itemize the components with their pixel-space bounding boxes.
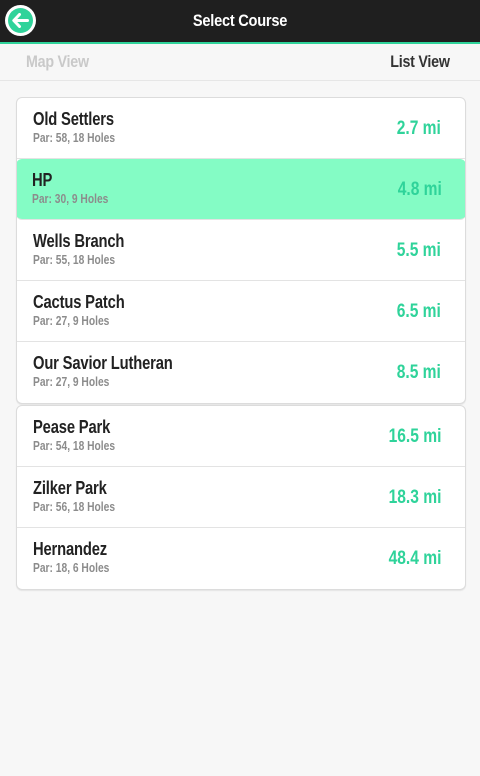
course-distance: 6.5 mi	[396, 301, 441, 322]
view-toggle-bar: Map View List View	[0, 44, 480, 81]
course-distance: 48.4 mi	[388, 548, 441, 569]
arrow-left-icon	[8, 8, 33, 33]
course-row-pease-park[interactable]: Pease Park Par: 54, 18 Holes 16.5 mi	[17, 406, 465, 467]
course-row-hernandez[interactable]: Hernandez Par: 18, 6 Holes 48.4 mi	[17, 528, 465, 589]
course-list-group: Old Settlers Par: 58, 18 Holes 2.7 mi HP…	[16, 97, 466, 404]
course-meta: Par: 27, 9 Holes	[33, 314, 110, 328]
course-meta: Par: 55, 18 Holes	[33, 253, 116, 267]
course-name: Pease Park	[33, 417, 111, 437]
course-distance: 8.5 mi	[396, 362, 441, 383]
list-view-tab[interactable]: List View	[390, 52, 451, 71]
course-distance: 16.5 mi	[388, 426, 441, 447]
page-title: Select Course	[192, 11, 288, 30]
course-name: Zilker Park	[33, 478, 107, 498]
course-distance: 4.8 mi	[397, 179, 442, 200]
course-meta: Par: 58, 18 Holes	[33, 131, 116, 145]
back-button[interactable]	[5, 5, 36, 36]
course-distance: 2.7 mi	[396, 118, 441, 139]
course-name: Cactus Patch	[33, 292, 125, 312]
course-meta: Par: 30, 9 Holes	[32, 192, 109, 206]
course-meta: Par: 18, 6 Holes	[33, 561, 110, 575]
course-row-old-settlers[interactable]: Old Settlers Par: 58, 18 Holes 2.7 mi	[17, 98, 465, 159]
course-list-group: Pease Park Par: 54, 18 Holes 16.5 mi Zil…	[16, 405, 466, 590]
course-row-hp[interactable]: HP Par: 30, 9 Holes 4.8 mi	[17, 159, 465, 220]
course-row-our-savior-lutheran[interactable]: Our Savior Lutheran Par: 27, 9 Holes 8.5…	[17, 342, 465, 403]
course-meta: Par: 56, 18 Holes	[33, 500, 116, 514]
course-distance: 5.5 mi	[396, 240, 441, 261]
map-view-tab[interactable]: Map View	[26, 52, 89, 71]
course-meta: Par: 54, 18 Holes	[33, 439, 116, 453]
course-meta: Par: 27, 9 Holes	[33, 375, 110, 389]
course-row-wells-branch[interactable]: Wells Branch Par: 55, 18 Holes 5.5 mi	[17, 220, 465, 281]
course-name: Hernandez	[33, 539, 107, 559]
course-name: Wells Branch	[33, 231, 125, 251]
course-distance: 18.3 mi	[388, 487, 441, 508]
course-name: Our Savior Lutheran	[33, 353, 173, 373]
course-name: Old Settlers	[33, 109, 114, 129]
app-header: Select Course	[0, 0, 480, 44]
course-row-cactus-patch[interactable]: Cactus Patch Par: 27, 9 Holes 6.5 mi	[17, 281, 465, 342]
course-row-zilker-park[interactable]: Zilker Park Par: 56, 18 Holes 18.3 mi	[17, 467, 465, 528]
course-name: HP	[32, 170, 53, 190]
